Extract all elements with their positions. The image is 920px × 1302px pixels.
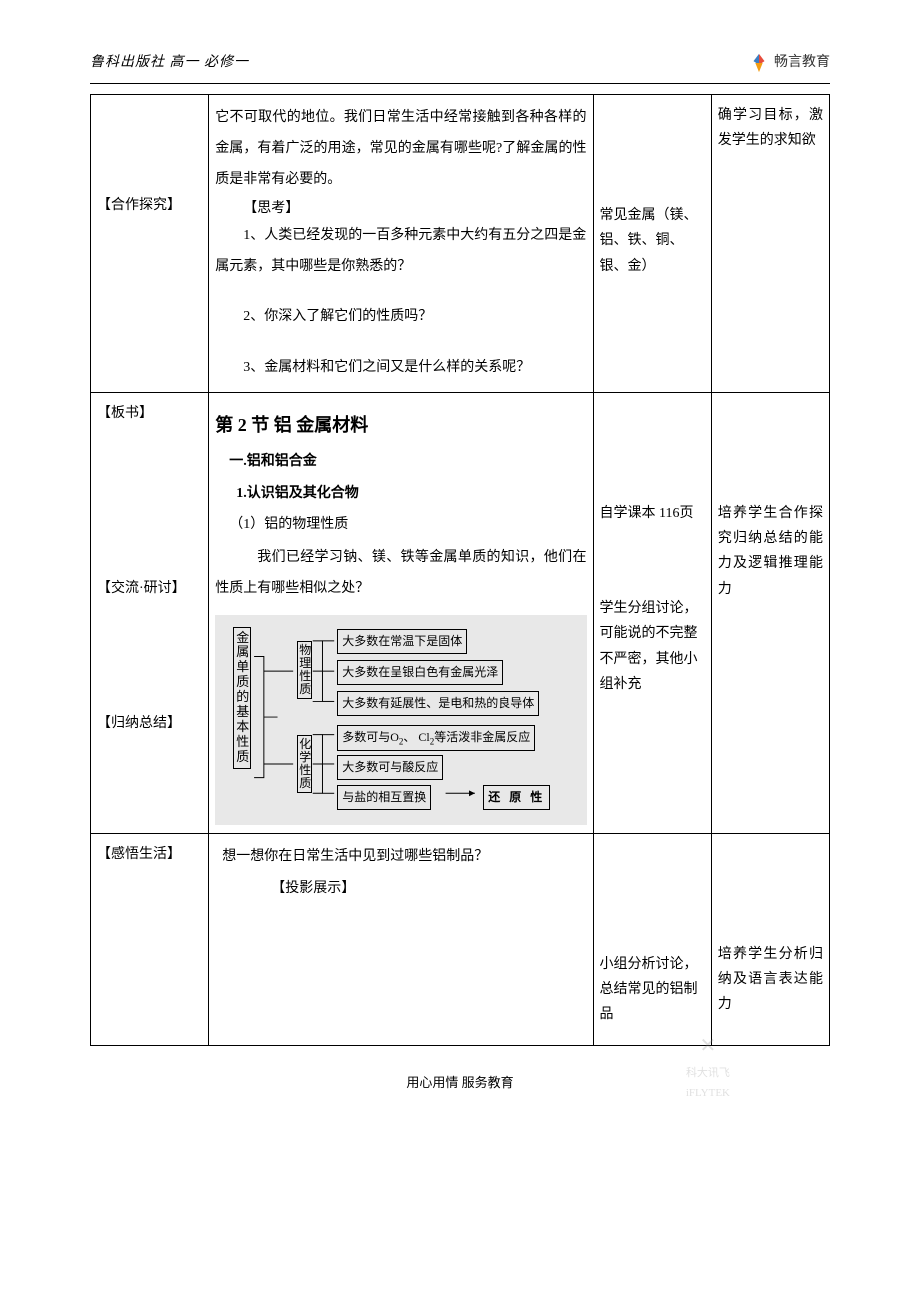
watermark-cn: 科大讯飞 — [686, 1067, 730, 1079]
cell-teacher-activity: 它不可取代的地位。我们日常生活中经常接触到各种各样的金属，有着广泛的用途，常见的… — [209, 95, 593, 393]
cell-stage-label: 【板书】 【交流·研讨】 【归纳总结】 — [91, 392, 209, 833]
page-header: 鲁科出版社 高一 必修一 畅言教育 — [90, 50, 830, 84]
diagram-phys-3: 大多数有延展性、是电和热的良导体 — [337, 691, 539, 717]
discuss-para: 我们已经学习钠、镁、铁等金属单质的知识，他们在性质上有哪些相似之处？ — [215, 543, 586, 605]
cell-student-activity: 常见金属（镁、铝、铁、铜、银、金） — [593, 95, 711, 393]
diagram-phys-2: 大多数在呈银白色有金属光泽 — [337, 660, 503, 686]
diagram-chem-3: 与盐的相互置换 — [337, 785, 431, 811]
brand-text: 畅言教育 — [774, 50, 830, 75]
watermark-icon: ✕ 科大讯飞 iFLYTEK — [686, 1028, 730, 1104]
table-row: 【合作探究】 它不可取代的地位。我们日常生活中经常接触到各种各样的金属，有着广泛… — [91, 95, 830, 393]
header-brand: 畅言教育 — [748, 50, 830, 75]
cell-student-activity: 自学课本 116页 学生分组讨论，可能说的不完整不严密，其他小组补充 — [593, 392, 711, 833]
table-row: 【感悟生活】 想一想你在日常生活中见到过哪些铝制品？ 【投影展示】 小组分析讨论… — [91, 833, 830, 1045]
cell-design-intent: 培养学生分析归纳及语言表达能力 — [711, 833, 829, 1045]
student-self-study: 自学课本 116页 — [600, 501, 705, 526]
label-discuss: 【交流·研讨】 — [97, 576, 202, 601]
intent-text-3: 培养学生分析归纳及语言表达能力 — [718, 942, 823, 1018]
cell-teacher-activity: 第 2 节 铝 金属材料 一.铝和铝合金 1.认识铝及其化合物 （1）铝的物理性… — [209, 392, 593, 833]
subtitle-3: （1）铝的物理性质 — [215, 512, 586, 537]
diagram-phys-1: 大多数在常温下是固体 — [337, 629, 467, 655]
question-2: 2、你深入了解它们的性质吗？ — [215, 302, 586, 333]
lesson-table: 【合作探究】 它不可取代的地位。我们日常生活中经常接触到各种各样的金属，有着广泛… — [90, 94, 830, 1046]
life-question: 想一想你在日常生活中见到过哪些铝制品？ — [215, 842, 586, 873]
diagram-main-node: 金属单质的基本性质 — [233, 627, 251, 769]
cell-design-intent: 确学习目标，激发学生的求知欲 — [711, 95, 829, 393]
cell-student-activity: 小组分析讨论，总结常见的铝制品 — [593, 833, 711, 1045]
diagram-chem-node: 化学性质 — [297, 735, 312, 794]
label-life: 【感悟生活】 — [97, 842, 202, 867]
header-publisher: 鲁科出版社 高一 必修一 — [90, 50, 249, 75]
page-footer: 用心用情 服务教育 ✕ 科大讯飞 iFLYTEK — [90, 1071, 830, 1094]
cell-design-intent: 培养学生合作探究归纳总结的能力及逻辑推理能力 — [711, 392, 829, 833]
diagram-phys-node: 物理性质 — [297, 641, 312, 700]
subtitle-2: 1.认识铝及其化合物 — [215, 481, 586, 506]
properties-diagram: 金属单质的基本性质 物理性质 化学性质 大多数在常温下是固体 大多数在呈银白色有… — [215, 615, 586, 825]
diagram-redox: 还 原 性 — [483, 785, 550, 811]
cell-stage-label: 【感悟生活】 — [91, 833, 209, 1045]
student-group-discuss: 学生分组讨论，可能说的不完整不严密，其他小组补充 — [600, 596, 705, 697]
footer-slogan: 用心用情 服务教育 — [406, 1075, 513, 1090]
brand-logo-icon — [748, 52, 770, 74]
diagram-chem-2: 大多数可与酸反应 — [337, 755, 443, 781]
intro-paragraph: 它不可取代的地位。我们日常生活中经常接触到各种各样的金属，有着广泛的用途，常见的… — [215, 103, 586, 195]
label-board: 【板书】 — [97, 401, 202, 426]
watermark-en: iFLYTEK — [686, 1087, 730, 1099]
intent-text-2: 培养学生合作探究归纳总结的能力及逻辑推理能力 — [718, 501, 823, 602]
student-group-summary: 小组分析讨论，总结常见的铝制品 — [600, 952, 705, 1028]
table-row: 【板书】 【交流·研讨】 【归纳总结】 第 2 节 铝 金属材料 一.铝和铝合金… — [91, 392, 830, 833]
projection-label: 【投影展示】 — [215, 876, 586, 901]
question-3: 3、金属材料和它们之间又是什么样的关系呢？ — [215, 353, 586, 384]
label-summary: 【归纳总结】 — [97, 711, 202, 736]
think-label: 【思考】 — [215, 196, 586, 221]
cell-stage-label: 【合作探究】 — [91, 95, 209, 393]
label-cooperation: 【合作探究】 — [97, 193, 202, 218]
intent-text-1: 确学习目标，激发学生的求知欲 — [718, 103, 823, 153]
question-1: 1、人类已经发现的一百多种元素中大约有五分之四是金属元素，其中哪些是你熟悉的？ — [215, 221, 586, 283]
diagram-chem-1: 多数可与O2、 Cl2等活泼非金属反应 — [337, 725, 535, 752]
student-answer-metals: 常见金属（镁、铝、铁、铜、银、金） — [600, 203, 705, 279]
section-title: 第 2 节 铝 金属材料 — [215, 409, 586, 441]
subtitle-1: 一.铝和铝合金 — [215, 449, 586, 474]
cell-teacher-activity: 想一想你在日常生活中见到过哪些铝制品？ 【投影展示】 — [209, 833, 593, 1045]
